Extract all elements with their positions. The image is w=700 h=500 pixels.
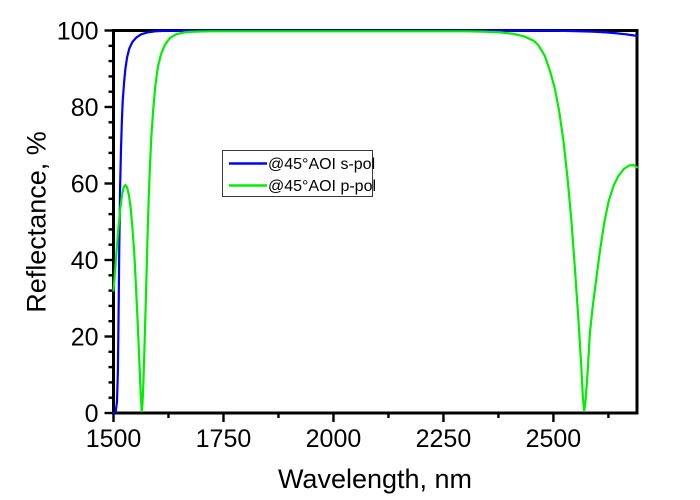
y-tick-label: 0	[85, 400, 99, 428]
y-tick-label: 20	[71, 323, 99, 351]
axis-ticks	[104, 29, 610, 422]
axis-tick-labels: 1500 1750 2000 2250 2500 0 20 40 60 80 100	[57, 17, 581, 453]
y-tick-label: 100	[57, 17, 99, 45]
x-tick-label: 2250	[416, 425, 472, 453]
y-tick-label: 40	[71, 247, 99, 275]
x-tick-label: 2000	[306, 425, 362, 453]
curve-p-pol	[112, 30, 639, 413]
legend: @45°AOI s-pol @45°AOI p-pol	[222, 150, 376, 197]
data-curves	[112, 29, 639, 415]
legend-box	[222, 150, 373, 197]
x-tick-label: 1500	[86, 425, 142, 453]
plot-frame	[112, 29, 639, 415]
x-tick-label: 2500	[526, 425, 582, 453]
curve-s-pol	[112, 29, 639, 415]
legend-label-s-pol: @45°AOI s-pol	[268, 156, 375, 173]
y-tick-label: 80	[71, 94, 99, 122]
legend-label-p-pol: @45°AOI p-pol	[268, 178, 376, 195]
x-axis-title: Wavelength, nm	[278, 464, 472, 494]
x-tick-label: 1750	[196, 425, 252, 453]
y-tick-label: 60	[71, 170, 99, 198]
y-axis-title: Reflectance, %	[21, 131, 51, 313]
